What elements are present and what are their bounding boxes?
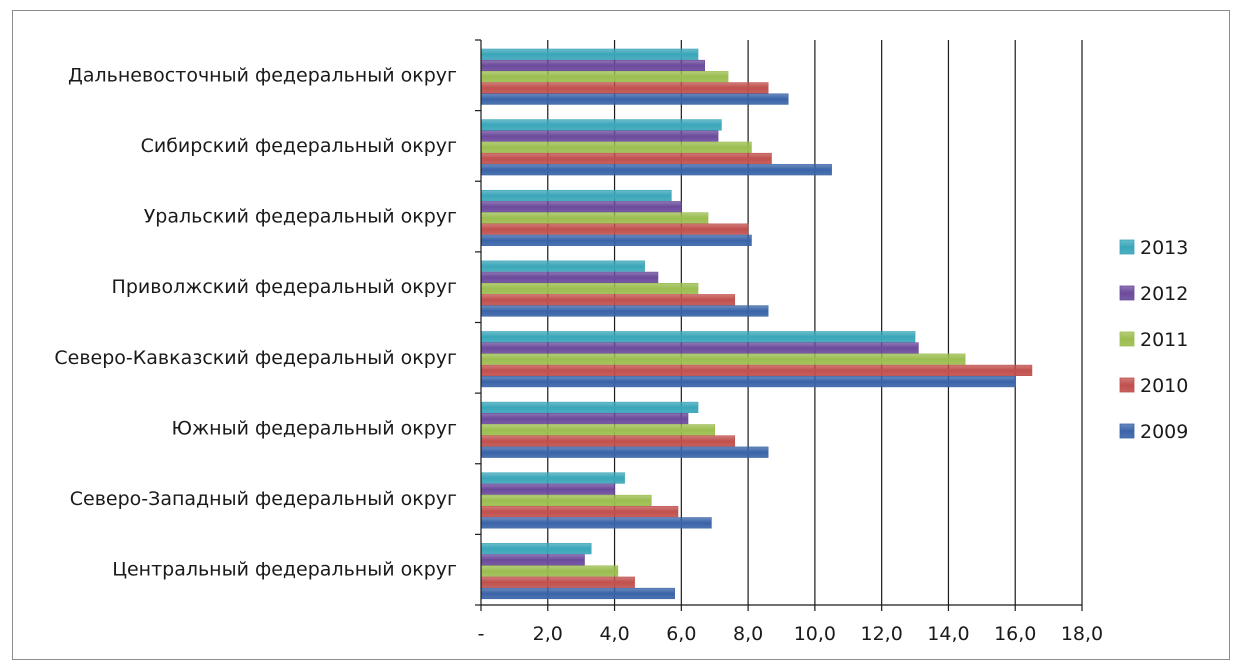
bar-2009-2 — [480, 164, 832, 176]
bar-2010-2 — [480, 152, 772, 165]
category-label: Северо-Западный федеральный округ — [70, 488, 457, 510]
bar-2013-7 — [480, 472, 625, 484]
legend-swatch-2010 — [1119, 377, 1135, 393]
legend-swatch-2011 — [1119, 331, 1135, 347]
bar-2009-4 — [480, 305, 769, 317]
x-tick-label: - — [478, 623, 485, 645]
bar-2012-3 — [480, 201, 682, 213]
bar-2010-6 — [480, 435, 736, 447]
x-tick-labels: - 2,0 4,0 6,0 8,0 10,0 12,0 14,0 16,0 18,0 — [478, 623, 1104, 645]
bar-2010-5 — [480, 364, 1033, 377]
bar-2011-5 — [480, 353, 966, 365]
x-tick-label: 8,0 — [733, 623, 763, 645]
x-tick-label: 16,0 — [994, 623, 1036, 645]
category-label: Дальневосточный федеральный округ — [68, 64, 457, 86]
bar-2013-4 — [480, 260, 645, 272]
legend-swatch-2013 — [1119, 239, 1135, 255]
bars — [480, 48, 1033, 600]
legend-label-2009: 2009 — [1140, 421, 1188, 443]
bar-2012-7 — [480, 483, 615, 495]
category-label: Южный федеральный округ — [172, 417, 457, 439]
legend: 2013 2012 2011 2010 2009 — [1119, 237, 1188, 443]
bar-2013-1 — [480, 48, 699, 60]
bar-2013-8 — [480, 543, 592, 555]
bar-2010-7 — [480, 506, 679, 518]
bar-2013-3 — [480, 189, 672, 202]
category-label: Уральский федеральный округ — [144, 206, 457, 228]
bar-2009-1 — [480, 93, 789, 105]
category-labels: Дальневосточный федеральный округ Сибирск… — [54, 64, 457, 580]
bar-2012-4 — [480, 271, 659, 283]
bar-2011-6 — [480, 424, 716, 436]
legend-swatch-2012 — [1119, 285, 1135, 301]
bar-2012-6 — [480, 413, 689, 425]
x-tick-label: 2,0 — [533, 623, 563, 645]
bar-2013-6 — [480, 401, 699, 414]
x-tick-label: 6,0 — [666, 623, 696, 645]
legend-label-2011: 2011 — [1140, 329, 1188, 351]
x-tick-label: 12,0 — [861, 623, 903, 645]
bar-2013-2 — [480, 119, 722, 131]
bar-2011-3 — [480, 212, 709, 224]
axes — [475, 39, 1083, 611]
x-tick-label: 14,0 — [927, 623, 969, 645]
bar-2012-5 — [480, 342, 919, 354]
bar-2010-3 — [480, 223, 749, 235]
bar-2010-4 — [480, 294, 736, 306]
bar-2011-4 — [480, 282, 699, 295]
bar-2011-1 — [480, 71, 729, 83]
bar-2009-7 — [480, 517, 712, 529]
bar-2010-8 — [480, 576, 635, 588]
x-tick-label: 18,0 — [1061, 623, 1103, 645]
bar-2010-1 — [480, 82, 769, 94]
x-tick-label: 4,0 — [599, 623, 629, 645]
bar-2012-8 — [480, 554, 585, 566]
category-label: Приволжский федеральный округ — [112, 276, 457, 298]
bar-2009-6 — [480, 446, 769, 458]
bar-2011-7 — [480, 494, 652, 507]
legend-label-2010: 2010 — [1140, 375, 1188, 397]
category-label: Северо-Кавказский федеральный округ — [54, 347, 457, 369]
bar-2012-2 — [480, 130, 719, 142]
legend-label-2012: 2012 — [1140, 283, 1188, 305]
legend-label-2013: 2013 — [1140, 237, 1188, 259]
legend-swatch-2009 — [1119, 423, 1135, 439]
category-label: Сибирский федеральный округ — [141, 135, 457, 157]
bar-2013-5 — [480, 331, 916, 343]
x-tick-label: 10,0 — [794, 623, 836, 645]
bar-2012-1 — [480, 59, 706, 72]
bar-2011-2 — [480, 141, 752, 153]
bar-2009-8 — [480, 587, 675, 600]
bar-2009-3 — [480, 234, 752, 246]
bar-2009-5 — [480, 375, 1016, 388]
category-label: Центральный федеральный округ — [112, 559, 457, 581]
bar-2011-8 — [480, 565, 619, 577]
